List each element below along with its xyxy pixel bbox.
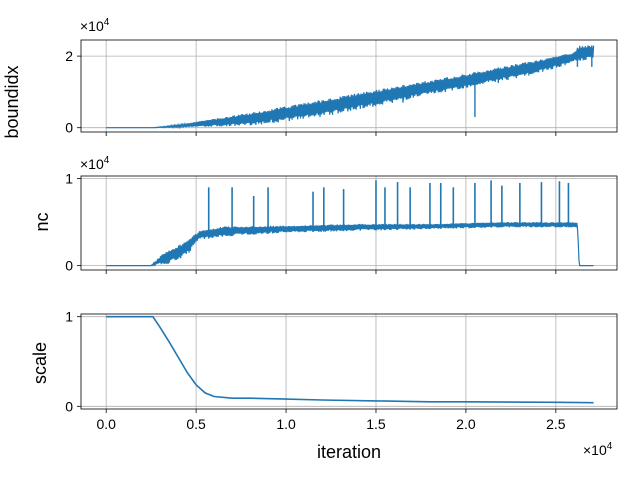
scale-series-line xyxy=(106,315,594,404)
scale-ylabel: scale xyxy=(30,342,50,384)
boundidx-ytick-label: 2 xyxy=(65,48,73,64)
nc-panel: 01 nc ×104 xyxy=(32,155,618,274)
scale-axes-frame xyxy=(80,313,618,410)
boundidx-axes-frame xyxy=(80,39,618,133)
nc-ylabel: nc xyxy=(32,212,52,231)
scale-ytick-label: 0 xyxy=(65,398,73,414)
scale-plot-area xyxy=(106,315,594,404)
nc-ytick-label: 1 xyxy=(65,171,73,187)
scale-xtick-label: 1.5 xyxy=(366,416,386,432)
nc-series-line xyxy=(106,222,594,267)
scale-xtick-label: 1.0 xyxy=(276,416,296,432)
scale-ticks: 0.0 0.5 1.0 1.5 2.0 2.5 0 1 xyxy=(65,309,566,432)
boundidx-series-line xyxy=(106,45,595,130)
scale-grid xyxy=(81,314,617,409)
scale-panel: 0.0 0.5 1.0 1.5 2.0 2.5 0 1 scale iteration ×10… xyxy=(30,309,618,462)
nc-ticks: 01 xyxy=(65,171,557,274)
nc-plot-area xyxy=(106,180,594,267)
scale-xlabel: iteration xyxy=(317,442,381,462)
boundidx-panel: 02 boundidx ×104 xyxy=(2,17,618,139)
scale-xtick-label: 0.0 xyxy=(96,416,116,432)
nc-ytick-label: 0 xyxy=(65,258,73,274)
boundidx-ytick-label: 0 xyxy=(65,120,73,136)
nc-axes-frame xyxy=(80,175,618,271)
scale-xtick-label: 2.0 xyxy=(456,416,476,432)
scale-xtick-label: 0.5 xyxy=(186,416,206,432)
boundidx-ylabel: boundidx xyxy=(2,65,22,138)
boundidx-plot-area xyxy=(106,45,595,130)
nc-y-multiplier: ×104 xyxy=(80,155,110,172)
boundidx-ticks: 02 xyxy=(65,48,557,136)
nc-grid xyxy=(81,176,617,270)
boundidx-y-multiplier: ×104 xyxy=(80,17,110,34)
scale-xtick-label: 2.5 xyxy=(546,416,566,432)
scale-x-multiplier: ×104 xyxy=(583,441,613,458)
scale-ytick-label: 1 xyxy=(65,309,73,325)
